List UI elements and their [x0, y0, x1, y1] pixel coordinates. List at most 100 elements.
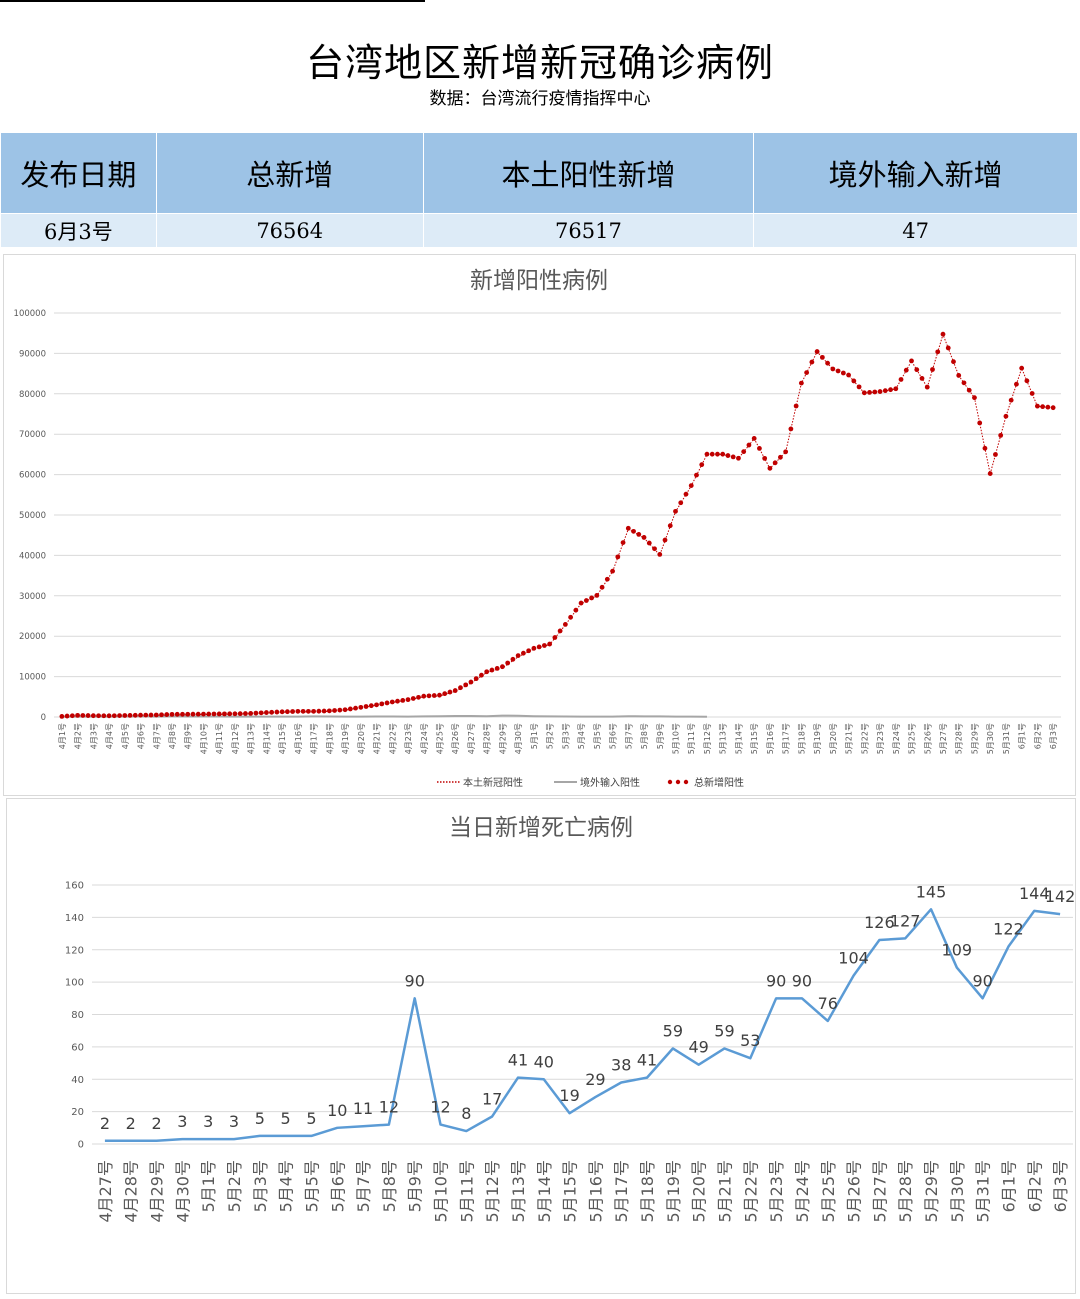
- x-tick-label: 5月30号: [986, 723, 995, 754]
- total-trace-dot: [363, 704, 369, 709]
- data-label: 11: [353, 1099, 373, 1118]
- x-tick-label: 5月17号: [782, 723, 791, 754]
- x-tick-label: 4月4号: [105, 723, 114, 749]
- total-trace-dot: [132, 712, 138, 718]
- total-point: [138, 712, 143, 718]
- value-imported-new: 47: [753, 213, 1078, 248]
- total-point: [185, 711, 191, 717]
- total-point: [531, 645, 537, 651]
- total-point: [657, 551, 663, 557]
- total-trace-dot: [998, 432, 1004, 438]
- total-trace-dot: [982, 445, 988, 451]
- data-label: 41: [637, 1051, 657, 1070]
- data-label: 3: [229, 1112, 239, 1131]
- data-label: 3: [203, 1112, 213, 1131]
- total-point: [720, 451, 726, 457]
- data-label: 19: [559, 1086, 579, 1105]
- total-point: [736, 455, 741, 461]
- x-tick-label: 5月23号: [767, 1160, 786, 1223]
- total-trace-dot: [117, 713, 122, 719]
- total-trace-dot: [709, 451, 715, 457]
- total-trace-dot: [274, 709, 280, 715]
- total-point: [940, 331, 946, 337]
- total-trace-dot: [1008, 397, 1014, 403]
- data-label: 40: [534, 1052, 554, 1071]
- x-tick-label: 5月17号: [612, 1160, 631, 1223]
- data-label: 76: [818, 994, 838, 1013]
- total-point: [500, 664, 505, 670]
- legend-label-total: 总新增阳性: [694, 776, 744, 789]
- total-trace-dot: [379, 701, 385, 707]
- x-tick-label: 4月7号: [152, 723, 161, 749]
- data-label: 144: [1019, 884, 1050, 903]
- summary-value-row: 6月3号 76564 76517 47: [0, 213, 1078, 248]
- x-tick-label: 4月12号: [231, 723, 240, 754]
- x-tick-label: 5月11号: [687, 723, 696, 754]
- x-tick-label: 4月11号: [215, 723, 224, 754]
- total-trace-dot: [431, 693, 437, 698]
- x-tick-label: 5月18号: [638, 1160, 657, 1223]
- x-tick-label: 4月30号: [514, 723, 523, 754]
- total-trace-dot: [882, 388, 888, 394]
- x-tick-label: 5月26号: [923, 723, 932, 754]
- x-tick-label: 5月19号: [664, 1160, 683, 1223]
- total-trace-dot: [180, 711, 185, 717]
- value-total-new: 76564: [155, 213, 424, 248]
- x-tick-label: 5月8号: [640, 723, 649, 749]
- x-tick-label: 5月19号: [813, 723, 822, 754]
- x-tick-label: 5月7号: [354, 1160, 373, 1212]
- total-trace-dot: [715, 451, 720, 457]
- data-label: 90: [405, 971, 425, 990]
- total-trace-dot: [505, 660, 511, 666]
- series-deaths-line: [104, 908, 1061, 1143]
- y-tick-label: 60: [71, 1042, 84, 1053]
- series-imported-line: [61, 714, 707, 718]
- x-tick-label: 6月2号: [1033, 723, 1042, 749]
- total-trace-dot: [730, 454, 736, 460]
- total-point: [106, 713, 112, 719]
- total-trace-dot: [69, 713, 75, 719]
- total-point: [452, 688, 458, 693]
- x-tick-label: 5月13号: [719, 723, 728, 754]
- total-trace-dot: [395, 698, 400, 704]
- total-trace-dot: [442, 691, 448, 697]
- data-label: 41: [508, 1051, 528, 1070]
- legend-label-imported: 境外输入阳性: [580, 776, 640, 789]
- total-point: [1034, 403, 1040, 409]
- total-trace-dot: [804, 370, 810, 375]
- total-trace-dot: [473, 676, 479, 682]
- x-tick-label: 4月5号: [121, 723, 130, 749]
- total-trace-dot: [253, 710, 259, 716]
- total-trace-dot: [699, 462, 705, 468]
- total-trace-dot: [64, 713, 70, 719]
- x-tick-label: 5月25号: [819, 1160, 838, 1223]
- total-trace-dot: [269, 709, 275, 715]
- total-point: [830, 366, 836, 372]
- x-tick-label: 5月6号: [328, 1160, 347, 1212]
- total-point: [437, 692, 442, 698]
- total-trace-dot: [772, 460, 778, 466]
- data-label: 122: [993, 920, 1024, 939]
- total-trace-dot: [935, 349, 941, 355]
- data-label: 104: [838, 949, 869, 968]
- header-local-new: 本土阳性新增: [422, 132, 755, 214]
- total-trace-dot: [337, 707, 343, 713]
- total-trace-dot: [741, 449, 747, 455]
- x-tick-label: 6月3号: [1051, 1160, 1070, 1212]
- total-trace-dot: [353, 705, 358, 711]
- total-trace-dot: [646, 540, 652, 546]
- total-point: [1050, 405, 1056, 411]
- x-tick-label: 5月5号: [302, 1160, 321, 1212]
- total-trace-dot: [788, 426, 794, 432]
- x-tick-label: 5月26号: [845, 1160, 864, 1223]
- total-trace-dot: [1014, 381, 1019, 387]
- total-point: [264, 710, 269, 715]
- data-label: 12: [379, 1098, 399, 1117]
- x-tick-label: 6月1号: [1018, 723, 1027, 749]
- total-trace-dot: [143, 712, 149, 718]
- total-trace-dot: [993, 452, 998, 457]
- x-tick-label: 4月9号: [184, 723, 193, 749]
- y-tick-label: 20: [71, 1107, 84, 1118]
- y-tick-label: 100000: [14, 309, 46, 319]
- total-trace-dot: [809, 359, 815, 365]
